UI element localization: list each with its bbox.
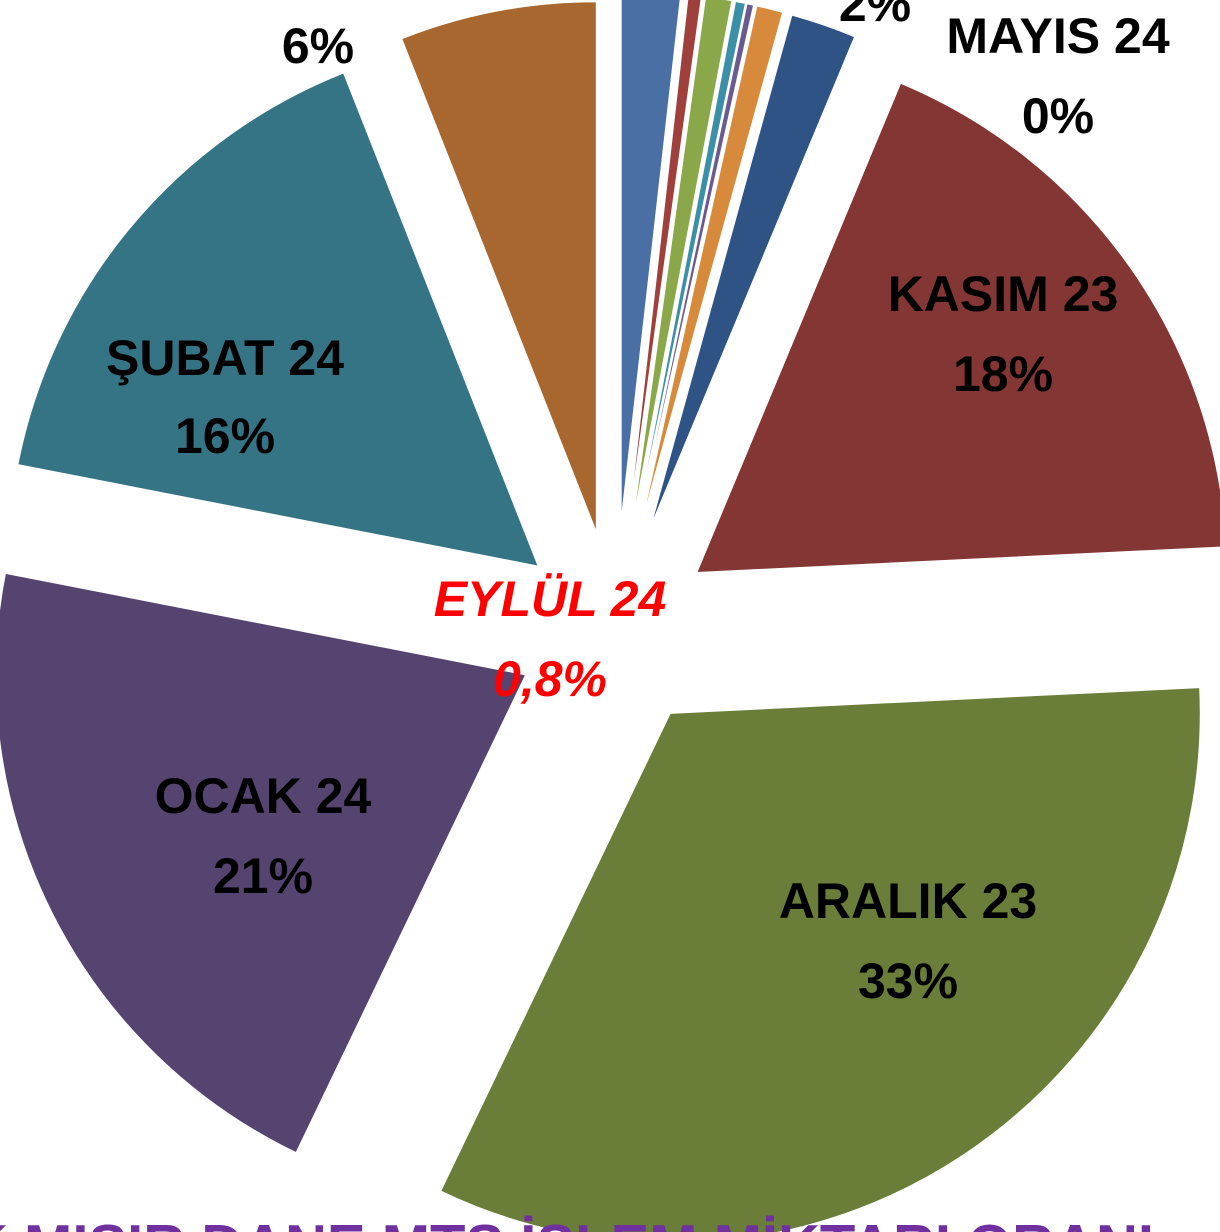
category-label: OCAK 24 [155, 768, 372, 824]
pie-slice [656, 39, 862, 529]
data-label: 16% [175, 408, 275, 464]
pie-slice [440, 687, 1201, 1232]
data-label: 18% [953, 346, 1053, 402]
pie-slice [0, 572, 527, 1154]
pie-slice [696, 82, 1220, 574]
pie-slice [641, 5, 784, 524]
data-label: 6% [282, 18, 354, 74]
pie-slice [632, 0, 733, 522]
category-label: ŞUBAT 24 [106, 330, 344, 386]
data-label: 0,8% [493, 651, 607, 707]
pie-slice [17, 72, 539, 567]
chart-title: K MISIR DANE MTS İŞLEM MİKTARI ORANI [0, 1213, 1154, 1232]
pie-slice [637, 3, 755, 523]
data-label: 2% [839, 0, 911, 32]
pie-slice [636, 0, 746, 523]
pie-slice [650, 14, 856, 527]
pie-slice [401, 1, 597, 532]
data-label: 33% [858, 953, 958, 1009]
category-label: KASIM 23 [888, 266, 1119, 322]
category-label: EYLÜL 24 [434, 571, 667, 627]
data-label: 0% [1022, 88, 1094, 144]
pie-slice [628, 0, 702, 521]
category-label: ARALIK 23 [779, 873, 1037, 929]
category-label: MAYIS 24 [946, 8, 1169, 64]
pie-slice [620, 0, 681, 521]
data-label: 21% [213, 848, 313, 904]
